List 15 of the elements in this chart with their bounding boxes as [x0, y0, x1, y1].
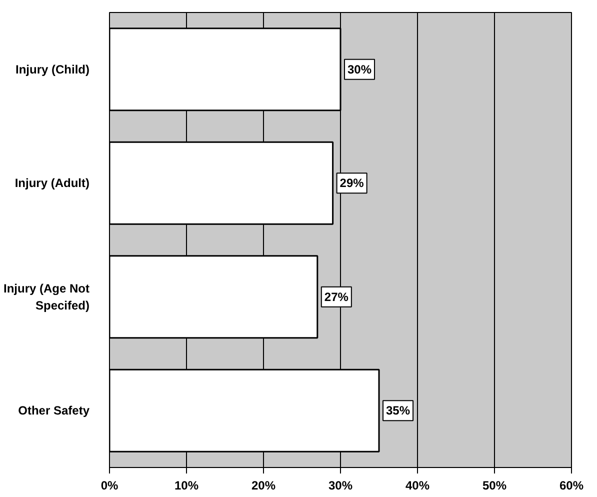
x-tick-label: 20%: [251, 478, 276, 492]
x-tick-label: 60%: [559, 478, 584, 492]
y-tick-label: Other Safety: [18, 404, 90, 418]
x-tick-label: 50%: [482, 478, 507, 492]
y-tick-label: Injury (Age Not Specifed): [4, 281, 90, 312]
y-tick-label: Injury (Child): [16, 62, 90, 76]
data-label: 29%: [340, 176, 364, 190]
x-tick-label: 0%: [100, 478, 118, 492]
x-tick-label: 10%: [174, 478, 199, 492]
data-label: 27%: [324, 290, 349, 304]
y-tick-label: Injury (Adult): [14, 176, 90, 190]
x-tick-label: 30%: [328, 478, 353, 492]
x-tick-label: 40%: [405, 478, 430, 492]
data-label: 35%: [386, 404, 410, 418]
data-label: 30%: [348, 62, 372, 76]
